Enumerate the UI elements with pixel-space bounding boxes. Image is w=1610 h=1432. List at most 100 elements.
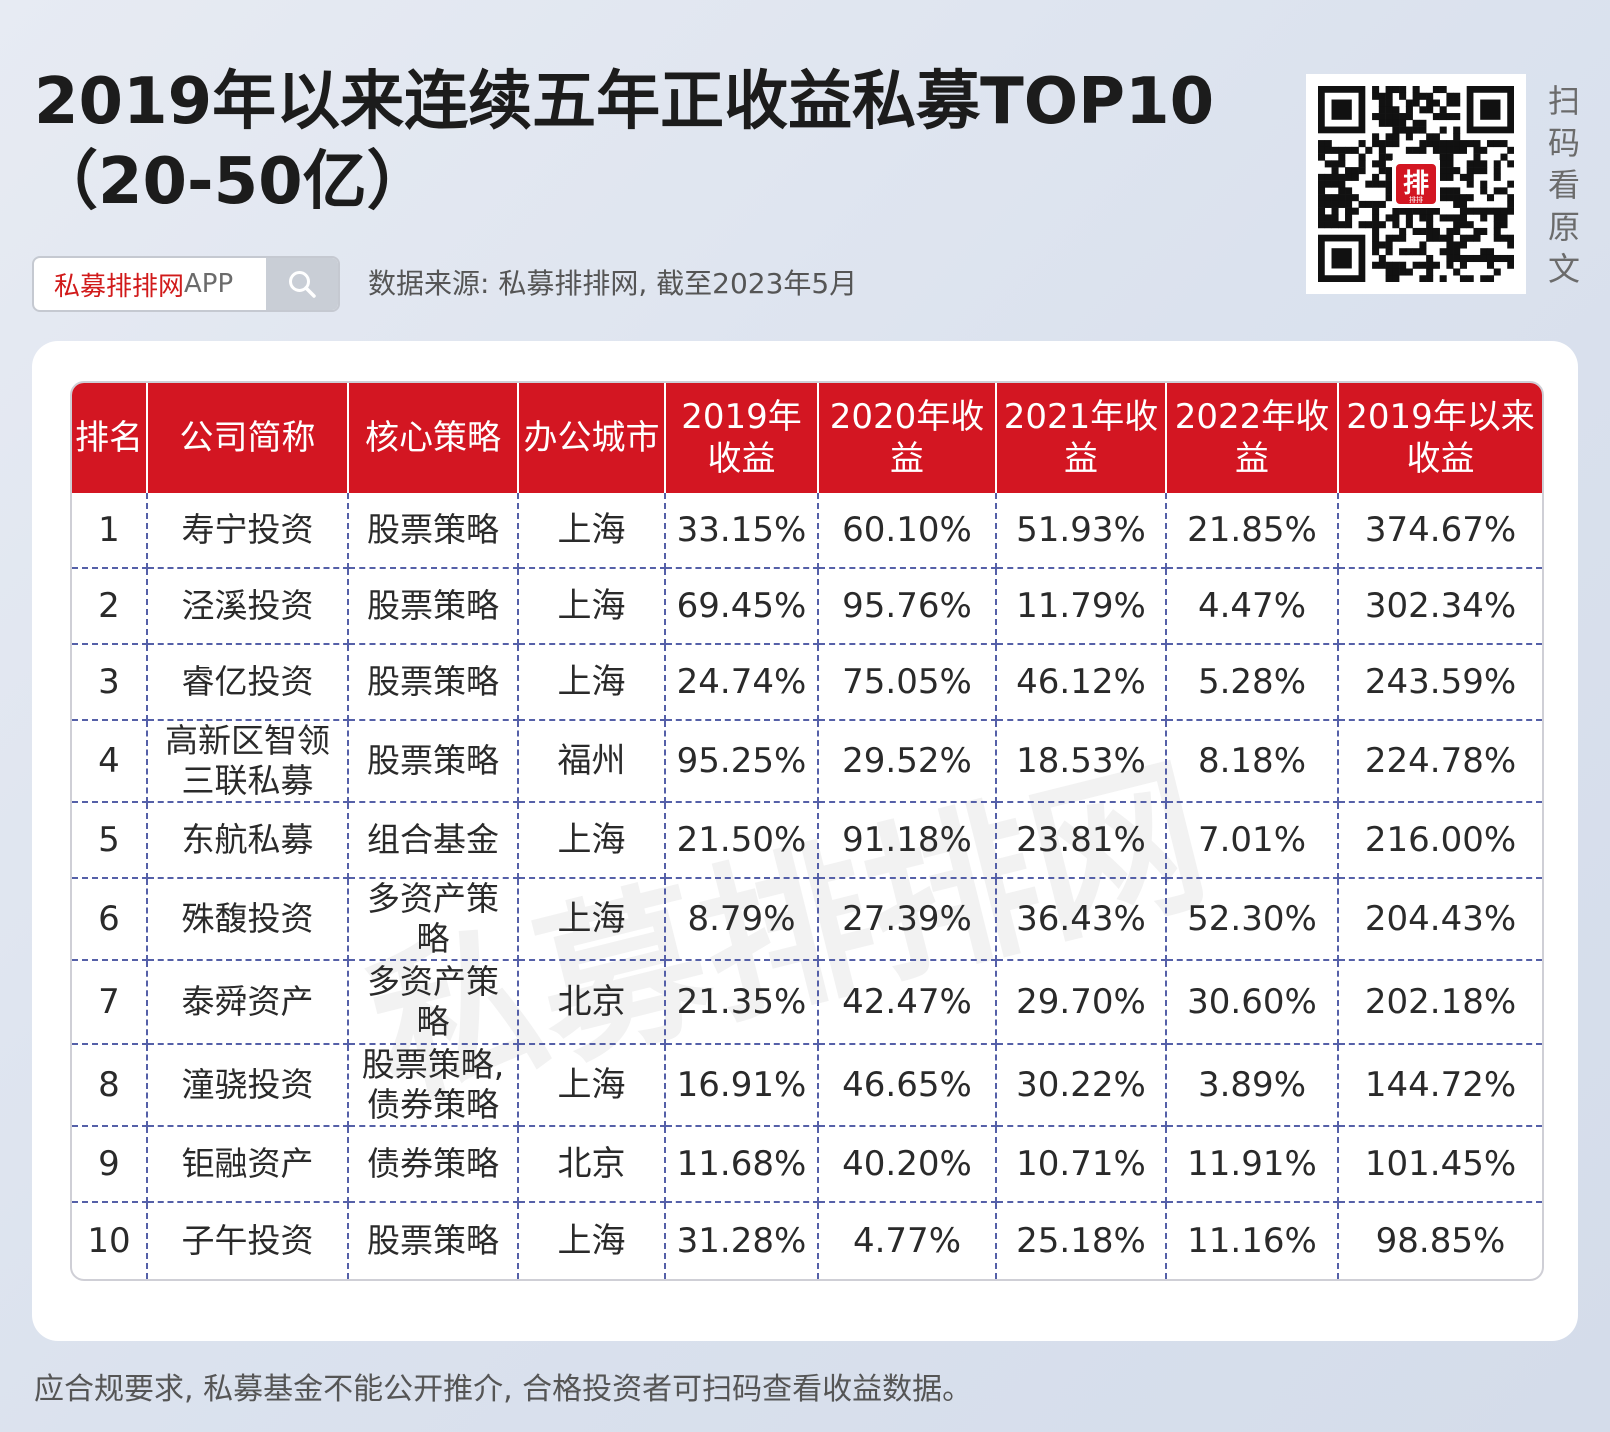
- cell-return-2022: 52.30%: [1167, 879, 1339, 961]
- cell-return-2021: 18.53%: [997, 721, 1167, 803]
- cell-city: 上海: [519, 879, 666, 961]
- header-return-2019: 2019年收益: [666, 383, 819, 493]
- cell-return-since-2019: 144.72%: [1339, 1045, 1542, 1127]
- cell-return-2021: 11.79%: [997, 569, 1167, 645]
- cell-rank: 1: [72, 493, 148, 569]
- table-row: 3 睿亿投资 股票策略 上海 24.74% 75.05% 46.12% 5.28% 243.59…: [72, 645, 1542, 721]
- cell-return-2019: 8.79%: [666, 879, 819, 961]
- cell-return-2021: 30.22%: [997, 1045, 1167, 1127]
- cell-return-2020: 29.52%: [819, 721, 997, 803]
- qr-caption-char: 扫: [1547, 82, 1580, 120]
- qr-caption-char: 原: [1547, 208, 1580, 246]
- qr-logo-char: 排: [1403, 169, 1429, 199]
- cell-strategy: 股票策略: [349, 645, 519, 721]
- ranking-card: 私募排排网 排名 公司简称 核心策略 办公城市 2019年收益 2020年收益 2021年收…: [32, 341, 1578, 1341]
- cell-return-2019: 95.25%: [666, 721, 819, 803]
- cell-return-2021: 46.12%: [997, 645, 1167, 721]
- cell-return-2021: 51.93%: [997, 493, 1167, 569]
- header-rank: 排名: [72, 383, 148, 493]
- cell-return-2022: 11.91%: [1167, 1127, 1339, 1203]
- app-name-suffix: APP: [184, 269, 234, 299]
- cell-return-2020: 75.05%: [819, 645, 997, 721]
- cell-city: 上海: [519, 569, 666, 645]
- cell-city: 上海: [519, 1203, 666, 1279]
- header-city: 办公城市: [519, 383, 666, 493]
- cell-return-2020: 27.39%: [819, 879, 997, 961]
- cell-return-2021: 36.43%: [997, 879, 1167, 961]
- cell-return-2020: 91.18%: [819, 803, 997, 879]
- cell-company: 泾溪投资: [148, 569, 349, 645]
- cell-return-2022: 4.47%: [1167, 569, 1339, 645]
- cell-return-since-2019: 224.78%: [1339, 721, 1542, 803]
- table-row: 10 子午投资 股票策略 上海 31.28% 4.77% 25.18% 11.16% 98.85…: [72, 1203, 1542, 1279]
- qr-code-icon: 排排排: [1318, 86, 1515, 283]
- cell-city: 上海: [519, 645, 666, 721]
- qr-logo-subtext: 排排: [1409, 195, 1423, 204]
- cell-return-2020: 4.77%: [819, 1203, 997, 1279]
- cell-company: 泰舜资产: [148, 961, 349, 1045]
- table-row: 4 高新区智领三联私募 股票策略 福州 95.25% 29.52% 18.53% 8.18% 2…: [72, 721, 1542, 803]
- cell-return-2020: 60.10%: [819, 493, 997, 569]
- qr-caption: 扫 码 看 原 文: [1544, 80, 1584, 290]
- header-return-since-2019: 2019年以来收益: [1339, 383, 1542, 493]
- cell-city: 福州: [519, 721, 666, 803]
- cell-strategy: 股票策略: [349, 1203, 519, 1279]
- cell-return-2019: 24.74%: [666, 645, 819, 721]
- cell-return-2020: 95.76%: [819, 569, 997, 645]
- table-row: 5 东航私募 组合基金 上海 21.50% 91.18% 23.81% 7.01% 216.00…: [72, 803, 1542, 879]
- cell-return-2019: 21.35%: [666, 961, 819, 1045]
- cell-company: 东航私募: [148, 803, 349, 879]
- cell-return-since-2019: 216.00%: [1339, 803, 1542, 879]
- cell-return-2020: 42.47%: [819, 961, 997, 1045]
- header-return-2022: 2022年收益: [1167, 383, 1339, 493]
- cell-strategy: 股票策略: [349, 493, 519, 569]
- app-name-brand: 私募排排网: [54, 271, 185, 302]
- app-name: 私募排排网 APP: [34, 258, 266, 310]
- cell-return-2022: 8.18%: [1167, 721, 1339, 803]
- cell-company: 钜融资产: [148, 1127, 349, 1203]
- cell-city: 上海: [519, 1045, 666, 1127]
- cell-company: 睿亿投资: [148, 645, 349, 721]
- title-line-1: 2019年以来连续五年正收益私募TOP10: [34, 65, 1215, 139]
- table-row: 9 钜融资产 债券策略 北京 11.68% 40.20% 10.71% 11.91% 101.4…: [72, 1127, 1542, 1203]
- cell-return-2022: 7.01%: [1167, 803, 1339, 879]
- cell-rank: 10: [72, 1203, 148, 1279]
- header-return-2021: 2021年收益: [997, 383, 1167, 493]
- cell-return-2020: 46.65%: [819, 1045, 997, 1127]
- cell-return-2020: 40.20%: [819, 1127, 997, 1203]
- cell-strategy: 股票策略,债券策略: [349, 1045, 519, 1127]
- cell-return-2019: 69.45%: [666, 569, 819, 645]
- cell-strategy: 多资产策略: [349, 879, 519, 961]
- cell-rank: 7: [72, 961, 148, 1045]
- cell-return-2021: 23.81%: [997, 803, 1167, 879]
- qr-code[interactable]: 排排排: [1306, 74, 1526, 294]
- page-title: 2019年以来连续五年正收益私募TOP10 （20-50亿）: [34, 62, 1264, 222]
- table-row: 2 泾溪投资 股票策略 上海 69.45% 95.76% 11.79% 4.47% 302.34…: [72, 569, 1542, 645]
- cell-return-2022: 5.28%: [1167, 645, 1339, 721]
- cell-rank: 9: [72, 1127, 148, 1203]
- app-search-bar[interactable]: 私募排排网 APP: [32, 256, 340, 312]
- title-line-2: （20-50亿）: [34, 145, 431, 219]
- cell-strategy: 多资产策略: [349, 961, 519, 1045]
- qr-logo-badge: [1396, 164, 1436, 204]
- cell-strategy: 债券策略: [349, 1127, 519, 1203]
- header-company: 公司简称: [148, 383, 349, 493]
- qr-caption-char: 码: [1547, 124, 1580, 162]
- cell-return-since-2019: 243.59%: [1339, 645, 1542, 721]
- cell-company: 寿宁投资: [148, 493, 349, 569]
- qr-caption-char: 看: [1547, 166, 1580, 204]
- cell-city: 上海: [519, 803, 666, 879]
- cell-company: 高新区智领三联私募: [148, 721, 349, 803]
- table-row: 6 殊馥投资 多资产策略 上海 8.79% 27.39% 36.43% 52.30% 204.4…: [72, 879, 1542, 961]
- cell-return-2022: 21.85%: [1167, 493, 1339, 569]
- ranking-table: 排名 公司简称 核心策略 办公城市 2019年收益 2020年收益 2021年收益 2022年…: [70, 381, 1544, 1281]
- search-button[interactable]: [266, 258, 338, 310]
- cell-return-2019: 21.50%: [666, 803, 819, 879]
- cell-return-2022: 11.16%: [1167, 1203, 1339, 1279]
- cell-return-since-2019: 374.67%: [1339, 493, 1542, 569]
- cell-company: 殊馥投资: [148, 879, 349, 961]
- cell-return-since-2019: 204.43%: [1339, 879, 1542, 961]
- cell-return-2019: 33.15%: [666, 493, 819, 569]
- cell-rank: 8: [72, 1045, 148, 1127]
- cell-return-since-2019: 302.34%: [1339, 569, 1542, 645]
